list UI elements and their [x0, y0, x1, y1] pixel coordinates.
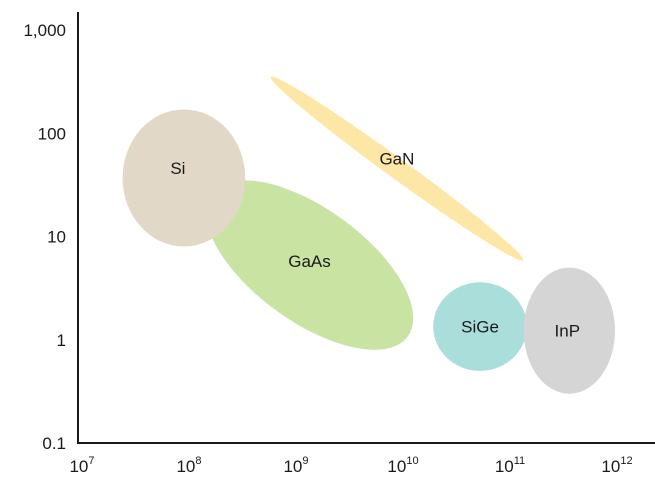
region-inp — [523, 267, 616, 394]
region-label-inp: InP — [555, 322, 581, 341]
x-tick-label-1e10: 1010 — [387, 455, 418, 476]
x-tick-label-1e9: 109 — [283, 455, 308, 476]
region-label-gaas: GaAs — [288, 252, 331, 271]
x-tick-label-1e7: 107 — [69, 455, 94, 476]
y-tick-label-1: 1 — [57, 331, 66, 350]
region-label-si: Si — [170, 159, 185, 178]
region-sige — [433, 282, 527, 371]
region-si — [122, 109, 246, 247]
y-tick-label-1-000: 1,000 — [23, 21, 66, 40]
region-label-gan: GaN — [379, 150, 414, 169]
y-tick-label-10: 10 — [47, 228, 66, 247]
axes — [77, 12, 655, 444]
region-labels: GaAs Si GaN SiGe InP — [170, 150, 580, 341]
x-tick-label-1e12: 1012 — [601, 455, 632, 476]
region-gaas — [205, 180, 414, 350]
x-tick-labels: 107 108 109 1010 1011 1012 — [69, 455, 632, 476]
y-tick-label-100: 100 — [38, 124, 66, 143]
region-gan — [270, 76, 524, 261]
x-tick-label-1e8: 108 — [176, 455, 201, 476]
y-tick-label-0-1: 0.1 — [42, 434, 66, 453]
x-tick-label-1e11: 1011 — [495, 455, 525, 476]
regions — [122, 76, 616, 394]
y-tick-labels: 0.1 1 10 100 1,000 — [23, 21, 66, 453]
region-label-sige: SiGe — [461, 318, 499, 337]
